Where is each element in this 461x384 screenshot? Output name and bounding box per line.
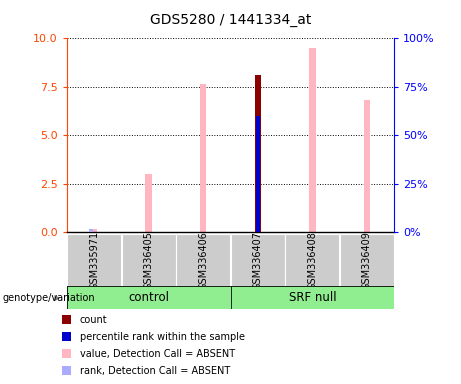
Bar [200,84,207,232]
Text: GSM336408: GSM336408 [307,231,317,290]
Text: GSM336407: GSM336407 [253,231,263,290]
Bar [340,234,394,286]
Bar [122,234,176,286]
Bar [255,75,260,232]
Text: value, Detection Call = ABSENT: value, Detection Call = ABSENT [80,349,235,359]
Bar [309,48,316,232]
Bar [231,234,285,286]
Bar [254,120,261,232]
Bar [364,101,370,232]
Text: GSM336406: GSM336406 [198,231,208,290]
Text: percentile rank within the sample: percentile rank within the sample [80,332,245,342]
Bar [285,234,339,286]
Text: rank, Detection Call = ABSENT: rank, Detection Call = ABSENT [80,366,230,376]
Text: GSM336409: GSM336409 [362,231,372,290]
Bar [256,116,260,232]
Text: count: count [80,315,107,325]
Bar [176,234,230,286]
Text: genotype/variation: genotype/variation [2,293,95,303]
Text: GSM336405: GSM336405 [144,231,154,290]
Polygon shape [54,295,60,301]
Text: GDS5280 / 1441334_at: GDS5280 / 1441334_at [150,13,311,27]
Text: control: control [128,291,169,304]
Bar [145,174,152,232]
Bar [67,234,121,286]
Text: GSM335971: GSM335971 [89,231,99,290]
Bar [91,229,97,232]
Bar [67,286,230,309]
Text: SRF null: SRF null [289,291,336,304]
Bar [230,286,394,309]
Bar [89,229,93,232]
